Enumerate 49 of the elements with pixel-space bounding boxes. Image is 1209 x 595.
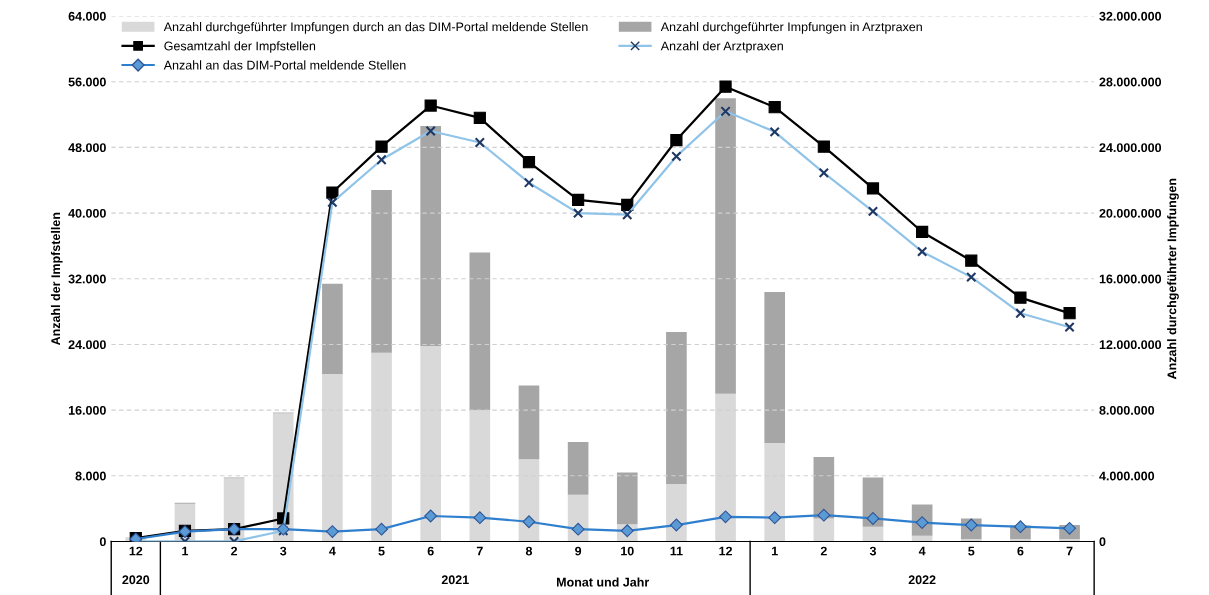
legend-label: Anzahl der Arztpraxen — [660, 41, 783, 53]
x-tick-label: 12 — [129, 546, 143, 556]
y2-tick-label: 24.000.000 — [1099, 143, 1162, 153]
x-tick-label: 2 — [820, 546, 827, 556]
y-tick-label: 24.000 — [68, 340, 106, 350]
x-tick-label: 7 — [1066, 546, 1073, 556]
y2-tick-label: 32.000.000 — [1099, 11, 1162, 21]
x-tick-label: 12 — [719, 546, 732, 556]
text: 2021 — [441, 575, 469, 585]
y2-tick-label: 8.000.000 — [1099, 405, 1155, 415]
y-tick-label: 56.000 — [68, 77, 106, 87]
x-tick-label: 5 — [378, 546, 385, 556]
y-tick-label: 48.000 — [68, 143, 106, 153]
legend-label: Anzahl durchgeführter Impfungen in Arztpraxen — [660, 22, 922, 34]
y-tick-label: 32.000 — [68, 274, 106, 284]
x-tick-label: 11 — [670, 546, 683, 556]
y2-tick-label: 0 — [1099, 537, 1106, 547]
x-axis-title: Monat und Jahr — [557, 577, 650, 587]
text: 2022 — [908, 575, 936, 585]
y-tick-label: 64.000 — [68, 11, 106, 21]
y2-tick-label: 4.000.000 — [1099, 471, 1155, 481]
x-tick-label: 3 — [869, 546, 877, 556]
legend-label: Anzahl durchgeführter Impfungen durch an das DIM-Portal meldende Stellen — [163, 22, 588, 34]
text: 2020 — [122, 575, 150, 585]
y-tick-label: 0 — [99, 537, 106, 547]
x-tick-label: 2 — [231, 546, 238, 556]
y2-tick-label: 28.000.000 — [1099, 77, 1162, 87]
x-tick-label: 6 — [1017, 546, 1024, 556]
x-tick-label: 3 — [280, 546, 287, 556]
y-tick-label: 8.000 — [75, 471, 106, 481]
y2-tick-label: 16.000.000 — [1099, 274, 1162, 284]
x-tick-label: 1 — [772, 546, 778, 556]
x-tick-label: 1 — [182, 546, 189, 556]
x-tick-label: 7 — [476, 546, 483, 556]
x-tick-label: 9 — [575, 546, 582, 556]
x-tick-label: 8 — [525, 546, 533, 556]
y-tick-label: 40.000 — [68, 208, 106, 218]
y2-tick-label: 12.000.000 — [1099, 340, 1162, 350]
x-tick-label: 6 — [427, 546, 434, 556]
x-tick-label: 4 — [918, 546, 926, 556]
y2-tick-label: 20.000.000 — [1099, 208, 1162, 218]
y-axis-title: Anzahl der Impfstellen — [50, 212, 63, 346]
legend-label: Gesamtzahl der Impfstellen — [164, 41, 316, 53]
y2-axis-title: Anzahl durchgeführter Impfungen — [1167, 178, 1179, 380]
x-tick-label: 10 — [621, 546, 634, 556]
x-tick-label: 5 — [968, 546, 975, 556]
x-tick-label: 4 — [329, 546, 336, 556]
legend-label: Anzahl an das DIM-Portal meldende Stellen — [163, 60, 406, 70]
y-tick-label: 16.000 — [68, 405, 106, 415]
